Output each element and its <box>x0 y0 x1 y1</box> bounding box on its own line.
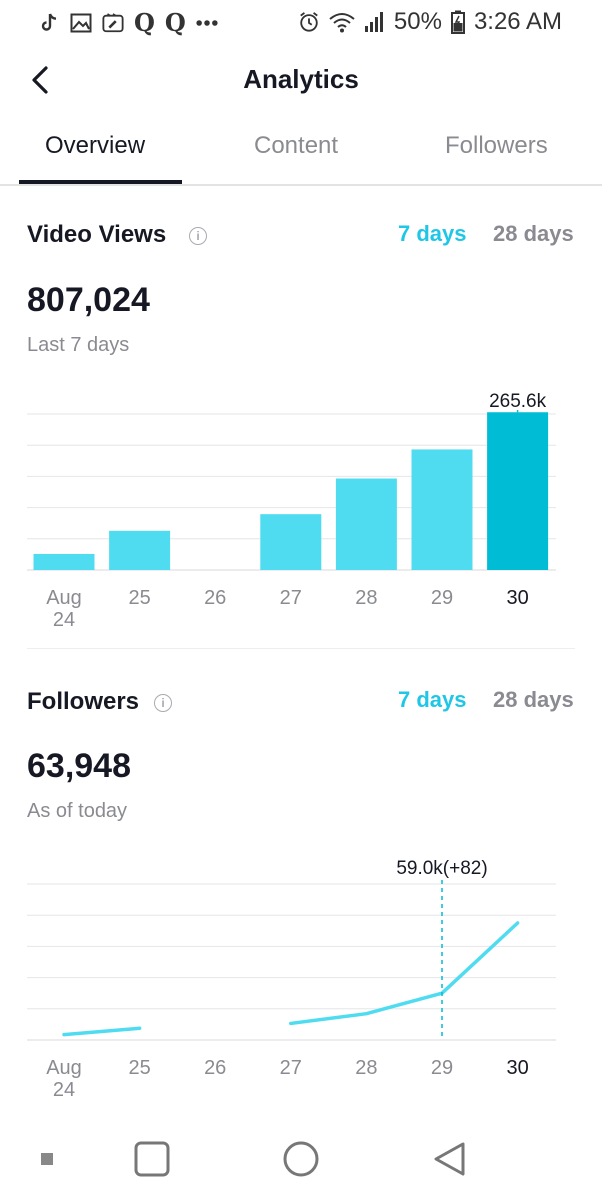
followers-total: 63,948 <box>27 747 131 785</box>
notification-icons: Q Q <box>38 8 218 37</box>
x-tick-label: 28 <box>355 1057 377 1079</box>
bar <box>487 412 549 570</box>
back-button[interactable] <box>431 1141 467 1177</box>
page-title: Analytics <box>243 64 359 94</box>
bar <box>411 449 473 570</box>
video-views-bar-chart: 265.6k Aug 24 25 26 27 28 29 30 <box>27 391 556 631</box>
bar <box>260 514 322 570</box>
x-tick-label: 29 <box>431 587 453 609</box>
app-header: Analytics <box>0 48 602 112</box>
x-tick-label: 28 <box>355 587 377 609</box>
tab-bar: Overview Content Followers <box>0 118 602 186</box>
bar <box>335 478 397 570</box>
followers-caption: As of today <box>27 800 128 822</box>
battery-icon <box>450 10 466 34</box>
system-status: 50% 3:26 AM <box>298 8 562 36</box>
q-icon: Q <box>134 8 155 37</box>
wifi-icon <box>328 11 356 33</box>
video-views-7-days[interactable]: 7 days <box>398 221 467 246</box>
back-arrow-icon[interactable] <box>26 64 56 96</box>
battery-percent: 50% <box>393 8 442 35</box>
signal-icon <box>364 11 386 33</box>
home-button[interactable] <box>283 1141 319 1177</box>
bar <box>109 530 171 570</box>
followers-7-days[interactable]: 7 days <box>398 687 467 712</box>
section-divider <box>27 648 575 649</box>
series-line <box>289 921 520 1026</box>
info-icon[interactable]: i <box>189 227 207 245</box>
x-tick-label: 27 <box>280 1057 302 1079</box>
tiktok-icon <box>38 12 60 34</box>
info-icon[interactable]: i <box>154 694 172 712</box>
x-tick-label: 27 <box>280 587 302 609</box>
clock: 3:26 AM <box>473 8 562 35</box>
x-tick-label: Aug 24 <box>46 587 82 631</box>
x-tick-label: 29 <box>431 1057 453 1079</box>
alarm-icon <box>298 11 320 33</box>
video-views-caption: Last 7 days <box>27 334 130 356</box>
data-label: 59.0k(+82) <box>396 858 487 879</box>
tab-overview[interactable]: Overview <box>45 132 146 159</box>
q-icon: Q <box>164 8 186 37</box>
image-icon <box>70 12 92 34</box>
edit-icon <box>102 12 124 34</box>
x-tick-label: 26 <box>204 1057 226 1079</box>
data-label: 265.6k <box>489 391 547 412</box>
overview-square-icon[interactable] <box>134 1141 170 1177</box>
followers-title: Followers <box>27 688 140 715</box>
video-views-28-days[interactable]: 28 days <box>493 221 574 246</box>
recent-apps-button[interactable] <box>40 1152 54 1166</box>
followers-28-days[interactable]: 28 days <box>493 687 574 712</box>
x-tick-label: 26 <box>204 587 226 609</box>
bar <box>33 553 95 570</box>
tab-content[interactable]: Content <box>254 132 339 159</box>
x-tick-label: 25 <box>128 587 150 609</box>
active-tab-indicator <box>19 180 182 184</box>
video-views-total: 807,024 <box>27 281 150 319</box>
x-tick-label: 25 <box>128 1057 150 1079</box>
system-nav-bar <box>0 1124 602 1204</box>
video-views-title: Video Views <box>27 221 167 248</box>
x-tick-label: 30 <box>506 587 528 609</box>
status-bar: Q Q 50% 3:26 AM <box>0 0 602 48</box>
x-tick-label: Aug 24 <box>46 1057 82 1101</box>
followers-line-chart: 59.0k(+82) Aug 24 25 26 27 28 29 30 <box>27 858 556 1101</box>
x-tick-label: 30 <box>506 1057 528 1079</box>
series-line <box>62 1026 142 1037</box>
more-icon <box>196 12 218 34</box>
tab-followers[interactable]: Followers <box>445 132 548 159</box>
